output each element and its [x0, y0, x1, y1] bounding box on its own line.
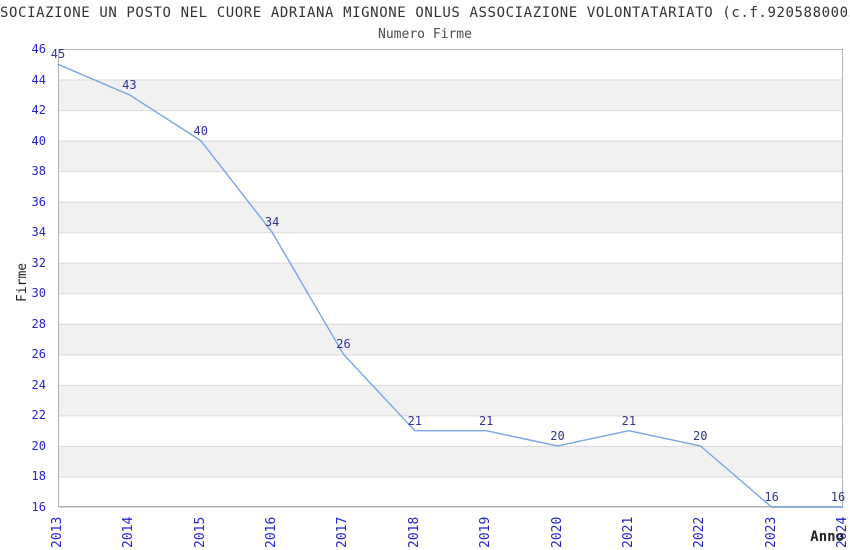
band-stripe: [58, 79, 843, 111]
y-tick-label: 34: [31, 225, 46, 240]
y-tick-label: 36: [31, 194, 46, 209]
band-stripe: [58, 262, 843, 294]
x-tick-label: 2021: [620, 516, 636, 548]
x-tick-label: 2018: [406, 516, 422, 548]
series-line: [57, 63, 844, 508]
x-tick-label: 2019: [478, 516, 494, 548]
x-tick-label: 2020: [549, 516, 565, 548]
y-tick-label: 28: [31, 316, 46, 331]
band-stripe: [58, 201, 843, 233]
point-label: 21: [621, 413, 637, 428]
band-stripe: [58, 445, 843, 477]
band-stripe: [58, 384, 843, 416]
point-label: 20: [550, 428, 565, 443]
y-tick-label: 40: [31, 133, 46, 148]
point-label: 43: [122, 77, 137, 92]
y-tick-label: 20: [31, 438, 46, 453]
y-tick-label: 26: [31, 347, 46, 362]
y-tick-label: 38: [31, 164, 46, 179]
x-tick-label: 2022: [692, 516, 708, 548]
band-stripe: [58, 323, 843, 355]
y-tick-label: 44: [31, 72, 46, 87]
band-stripe: [58, 140, 843, 172]
point-label: 20: [693, 428, 708, 443]
point-label: 21: [478, 413, 494, 428]
x-tick-label: 2013: [50, 516, 65, 548]
x-tick-label: 2016: [264, 516, 280, 548]
y-tick-label: 46: [31, 42, 46, 56]
chart-title: SOCIAZIONE UN POSTO NEL CUORE ADRIANA MI…: [0, 5, 850, 21]
point-label: 40: [193, 123, 208, 138]
point-label: 26: [336, 337, 351, 352]
x-axis-title: Anno: [810, 529, 844, 545]
plot-border: [58, 49, 843, 507]
y-tick-label: 32: [31, 255, 46, 270]
x-tick-label: 2015: [192, 516, 208, 548]
point-label: 34: [264, 215, 280, 230]
y-tick-label: 42: [31, 103, 46, 118]
chart-subtitle: Numero Firme: [378, 27, 472, 42]
y-tick-label: 30: [31, 286, 46, 301]
x-tick-label: 2014: [121, 516, 137, 548]
point-label: 21: [407, 413, 423, 428]
y-tick-label: 24: [31, 377, 46, 392]
y-tick-label: 22: [31, 408, 46, 423]
y-axis-title: Firme: [15, 262, 30, 302]
x-tick-label: 2017: [335, 516, 351, 548]
x-tick-label: 2023: [763, 516, 779, 548]
point-label: 45: [50, 47, 66, 62]
y-tick-label: 16: [31, 500, 46, 514]
point-label: 16: [830, 490, 846, 504]
y-tick-label: 18: [31, 469, 46, 484]
point-label: 16: [764, 490, 779, 504]
